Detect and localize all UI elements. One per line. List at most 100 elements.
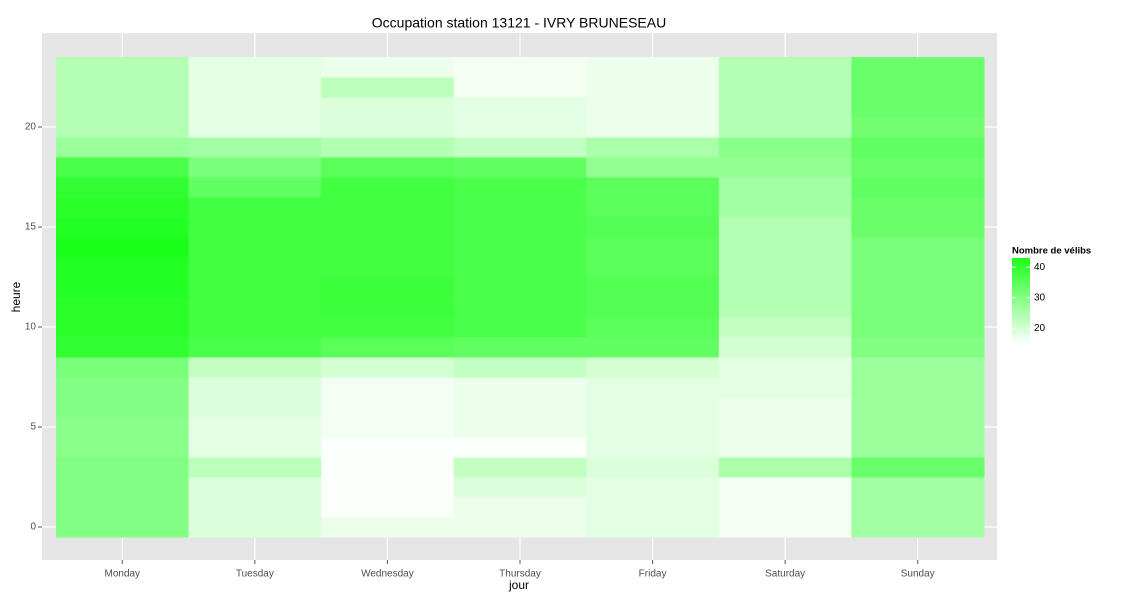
heatmap-cell: [188, 397, 322, 418]
heatmap-cell: [188, 377, 322, 398]
heatmap-cell: [56, 197, 190, 218]
heatmap-cell: [718, 57, 852, 78]
heatmap-cell: [453, 117, 587, 138]
heatmap-cell: [321, 97, 455, 118]
heatmap-cell: [453, 397, 587, 418]
heatmap-cell: [851, 317, 985, 338]
heatmap-cell: [851, 517, 985, 538]
heatmap-cell: [586, 97, 720, 118]
heatmap-cell: [586, 417, 720, 438]
heatmap-cell: [586, 477, 720, 498]
heatmap-cell: [321, 217, 455, 238]
heatmap-cell: [586, 517, 720, 538]
heatmap-cell: [586, 437, 720, 458]
heatmap-cell: [851, 357, 985, 378]
heatmap-cell: [188, 257, 322, 278]
heatmap-cell: [56, 97, 190, 118]
heatmap-cell: [453, 277, 587, 298]
heatmap-cell: [586, 297, 720, 318]
x-tick-label: Wednesday: [361, 569, 414, 580]
heatmap-cell: [56, 297, 190, 318]
heatmap-cell: [188, 277, 322, 298]
heatmap-cell: [718, 237, 852, 258]
heatmap-cell: [586, 197, 720, 218]
x-tick-label: Sunday: [901, 569, 935, 580]
heatmap-cell: [453, 357, 587, 378]
heatmap-cell: [188, 477, 322, 498]
heatmap-cell: [56, 277, 190, 298]
heatmap-cell: [851, 157, 985, 178]
heatmap-cell: [188, 97, 322, 118]
heatmap-cell: [56, 357, 190, 378]
heatmap-cell: [56, 257, 190, 278]
heatmap-cell: [586, 457, 720, 478]
heatmap-cell: [718, 497, 852, 518]
heatmap-cell: [851, 337, 985, 358]
heatmap-cell: [321, 317, 455, 338]
heatmap-cell: [851, 297, 985, 318]
heatmap-cell: [453, 457, 587, 478]
heatmap-cell: [188, 77, 322, 98]
heatmap-cell: [718, 117, 852, 138]
heatmap-cell: [718, 257, 852, 278]
heatmap-cell: [586, 57, 720, 78]
heatmap-cell: [851, 417, 985, 438]
heatmap-cell: [586, 77, 720, 98]
heatmap-cell: [718, 277, 852, 298]
heatmap-cell: [851, 377, 985, 398]
heatmap-cell: [851, 457, 985, 478]
heatmap-cell: [321, 277, 455, 298]
heatmap-cell: [188, 517, 322, 538]
heatmap-cell: [718, 477, 852, 498]
heatmap-cell: [453, 137, 587, 158]
heatmap-cell: [851, 97, 985, 118]
heatmap-cell: [851, 117, 985, 138]
heatmap-cell: [851, 257, 985, 278]
heatmap-cell: [718, 457, 852, 478]
heatmap-cell: [188, 497, 322, 518]
heatmap-cell: [56, 417, 190, 438]
heatmap-cell: [321, 297, 455, 318]
heatmap-cell: [56, 137, 190, 158]
y-tick-label: 15: [25, 222, 37, 233]
heatmap-cell: [851, 477, 985, 498]
heatmap-cell: [188, 117, 322, 138]
heatmap-cell: [56, 457, 190, 478]
heatmap-cell: [718, 437, 852, 458]
heatmap-cell: [188, 297, 322, 318]
heatmap-cell: [851, 437, 985, 458]
heatmap-cell: [453, 497, 587, 518]
heatmap-cell: [851, 137, 985, 158]
heatmap-cell: [851, 197, 985, 218]
heatmap-cell: [56, 497, 190, 518]
heatmap-cell: [453, 97, 587, 118]
y-tick-label: 20: [25, 122, 37, 133]
heatmap-cell: [321, 417, 455, 438]
heatmap-cell: [586, 397, 720, 418]
heatmap-cell: [321, 497, 455, 518]
heatmap-cell: [586, 237, 720, 258]
heatmap-cell: [321, 157, 455, 178]
heatmap-cell: [851, 237, 985, 258]
heatmap-cell: [851, 397, 985, 418]
heatmap-cell: [188, 317, 322, 338]
x-axis-title: jour: [508, 578, 529, 592]
heatmap-cell: [56, 217, 190, 238]
heatmap-cell: [586, 357, 720, 378]
heatmap-cell: [56, 477, 190, 498]
heatmap-cell: [718, 357, 852, 378]
heatmap-cell: [321, 117, 455, 138]
heatmap-cell: [718, 137, 852, 158]
heatmap-cell: [188, 357, 322, 378]
y-tick-label: 10: [25, 322, 37, 333]
heatmap-cell: [453, 217, 587, 238]
heatmap-cell: [718, 397, 852, 418]
legend-colorbar: [1012, 258, 1030, 345]
chart-title: Occupation station 13121 - IVRY BRUNESEA…: [372, 15, 666, 31]
heatmap-cell: [718, 317, 852, 338]
heatmap-cell: [56, 157, 190, 178]
legend-tick-label: 20: [1034, 323, 1046, 334]
x-tick-label: Thursday: [499, 569, 541, 580]
heatmap-cell: [56, 517, 190, 538]
